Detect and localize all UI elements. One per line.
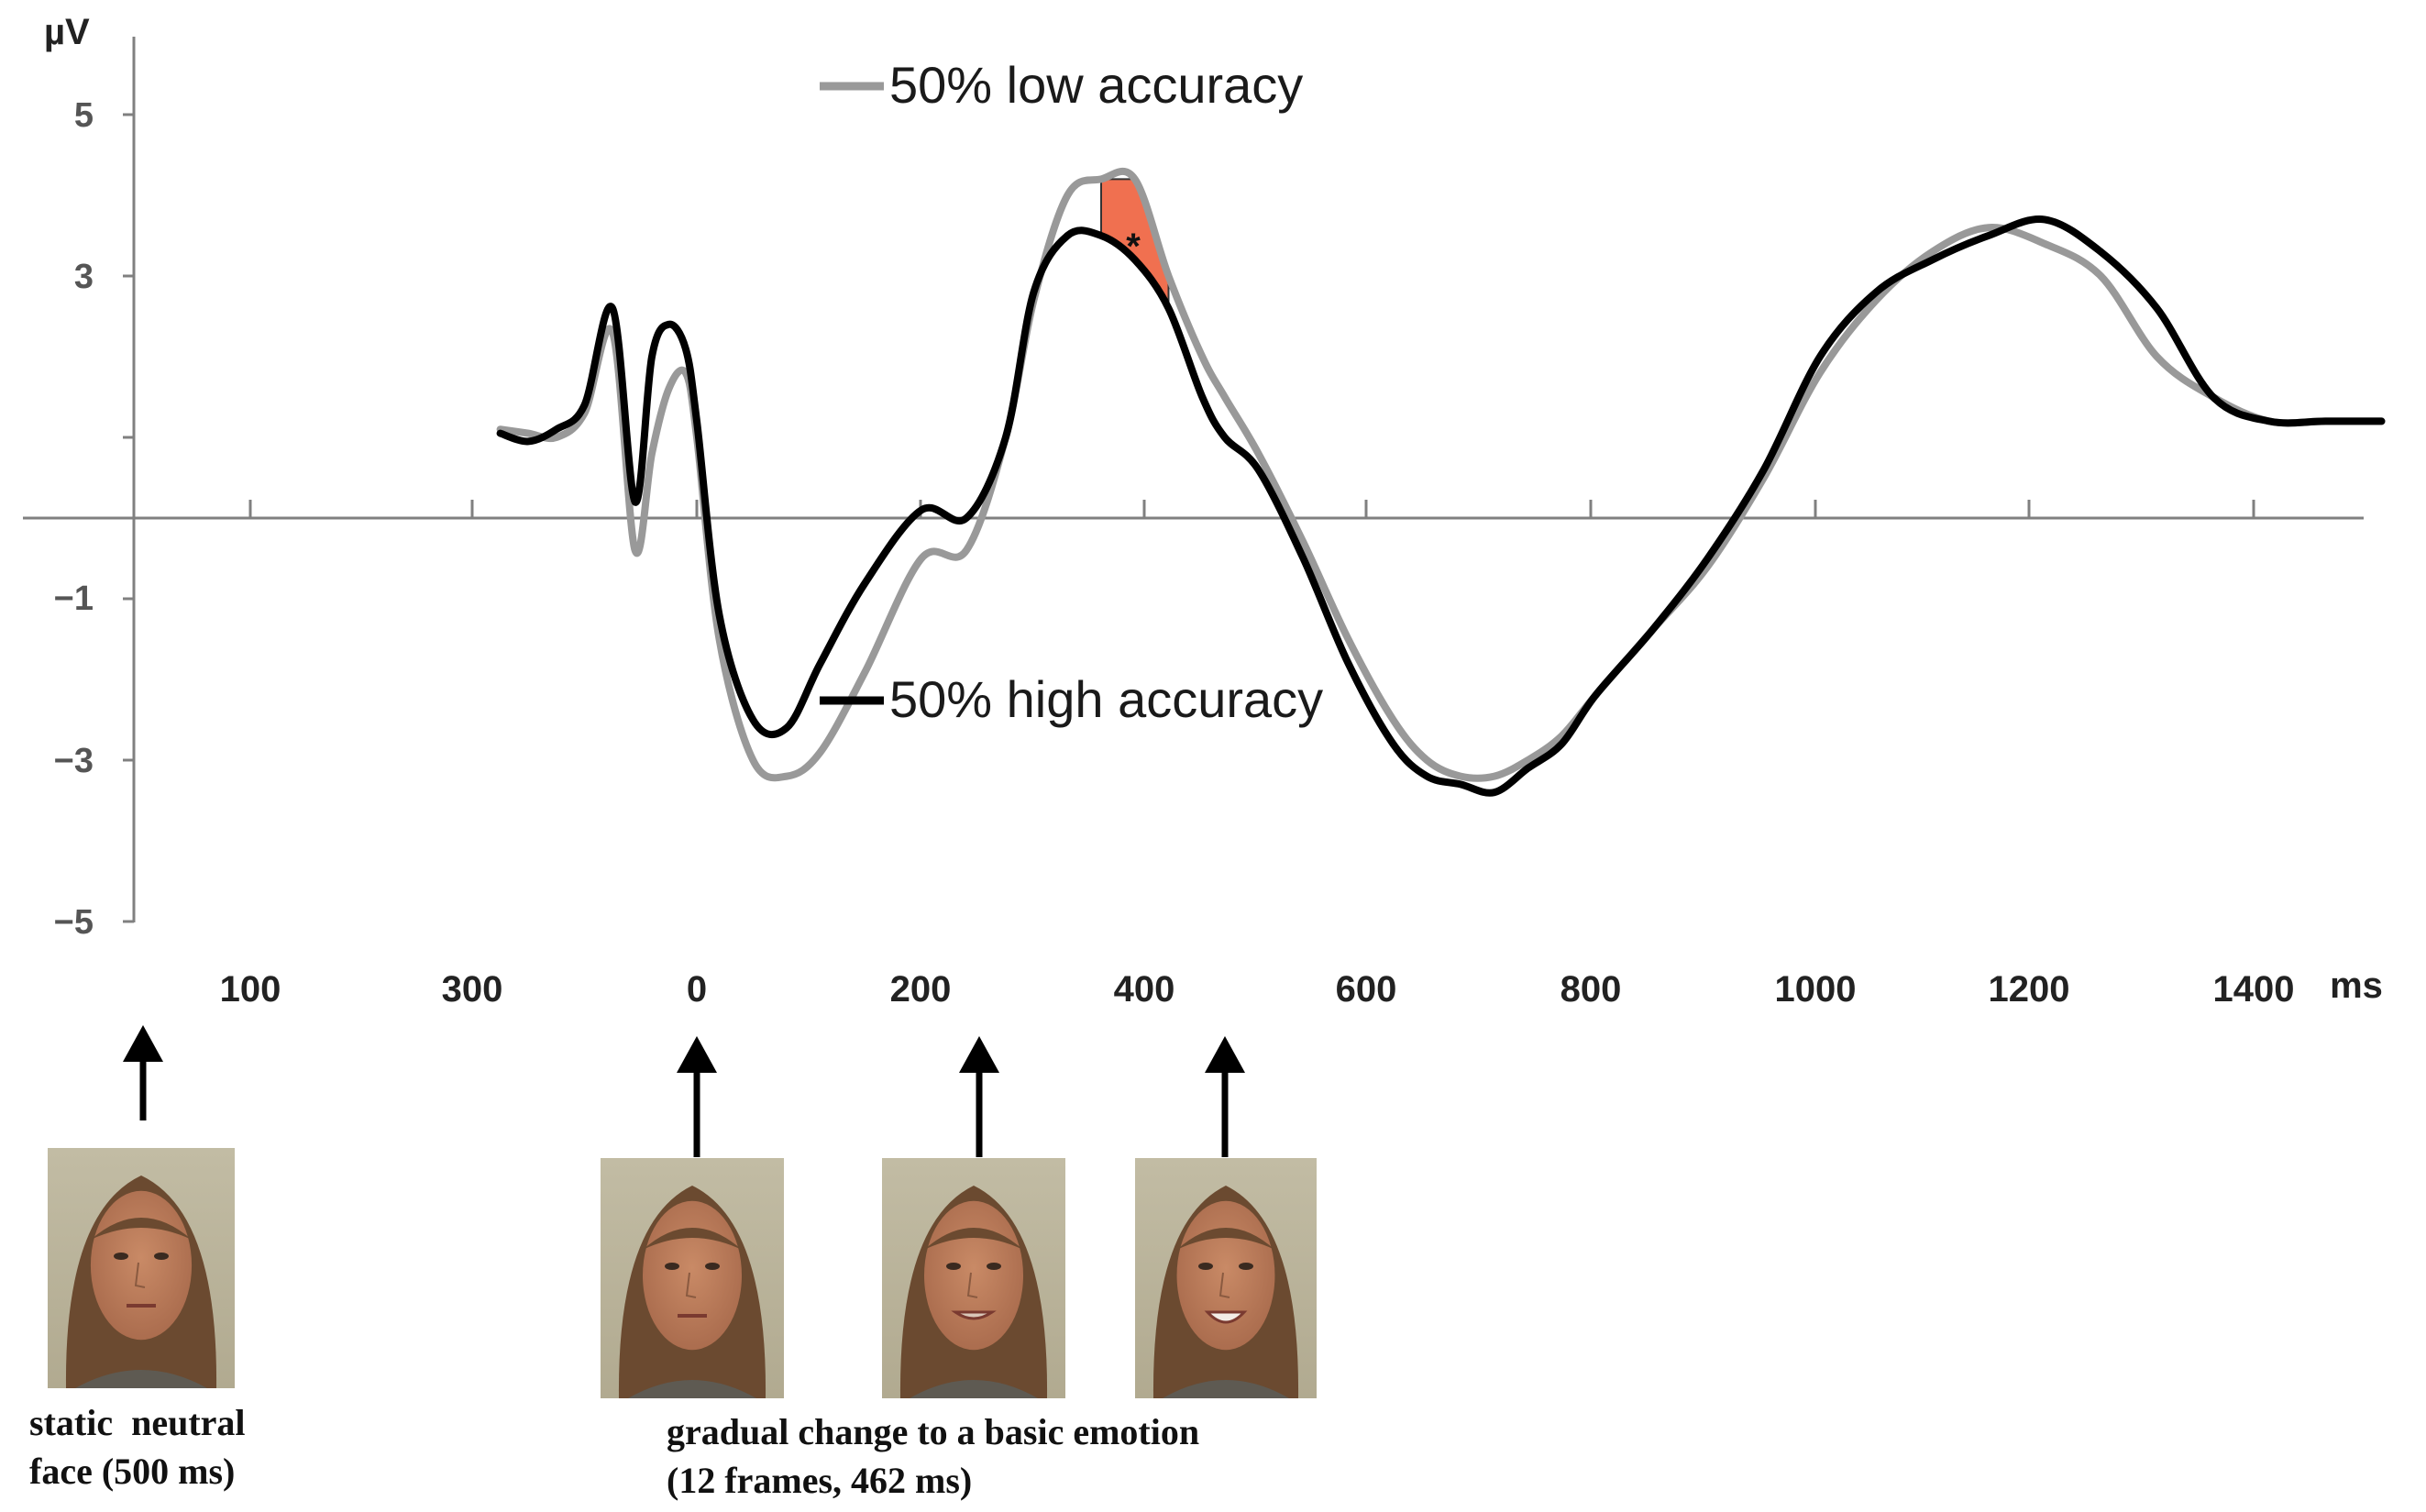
face-photo [48,1148,235,1388]
legend-low-accuracy: 50% low accuracy [820,56,1303,114]
face-photo [601,1158,784,1398]
x-tick-labels: 100 300 0 200 400 600 800 1000 1200 1400 [220,969,2295,1010]
face-photo [1135,1158,1317,1398]
x-unit-label: ms [2330,966,2383,1006]
y-tick-label: 5 [74,96,94,135]
x-tick-label: 600 [1336,969,1397,1010]
y-tick-label: −5 [54,903,94,942]
face-stimulus-images [48,1148,1317,1398]
caption-change-line1: gradual change to a basic emotion [667,1411,1199,1452]
y-tick-label: −3 [54,742,94,780]
series-line-high-accuracy [496,215,2386,797]
arrow-up-icon [677,1036,717,1157]
arrow-up-icon [123,1025,163,1120]
y-unit-label: µV [44,12,90,52]
x-tick-label: 1200 [1989,969,2070,1010]
caption-change-line2: (12 frames, 462 ms) [667,1460,972,1501]
arrow-up-icon [1205,1036,1245,1157]
legend-label-high-accuracy: 50% high accuracy [889,670,1323,728]
x-tick-marks [248,500,2255,518]
face-photo [882,1158,1065,1398]
y-tick-marks [123,113,134,923]
x-tick-label: 0 [687,969,707,1010]
caption-static-line1: static neutral [29,1402,246,1443]
y-tick-label: 3 [74,258,94,296]
stimulus-arrows [123,1025,1245,1157]
x-tick-label: 800 [1560,969,1622,1010]
legend-label-low-accuracy: 50% low accuracy [889,56,1303,114]
series-line-low-accuracy [496,167,2386,782]
arrow-up-icon [959,1036,999,1157]
x-tick-label: 1000 [1775,969,1857,1010]
legend-high-accuracy: 50% high accuracy [820,670,1323,728]
x-tick-label: 300 [442,969,503,1010]
x-tick-label: 1400 [2213,969,2295,1010]
y-tick-label: −1 [54,579,94,618]
x-tick-label: 400 [1114,969,1175,1010]
x-tick-label: 200 [890,969,952,1010]
caption-static-line2: face (500 ms) [29,1451,235,1492]
y-tick-labels: 5 3 −1 −3 −5 [54,96,94,942]
axes [23,37,2364,923]
x-tick-label: 100 [220,969,281,1010]
